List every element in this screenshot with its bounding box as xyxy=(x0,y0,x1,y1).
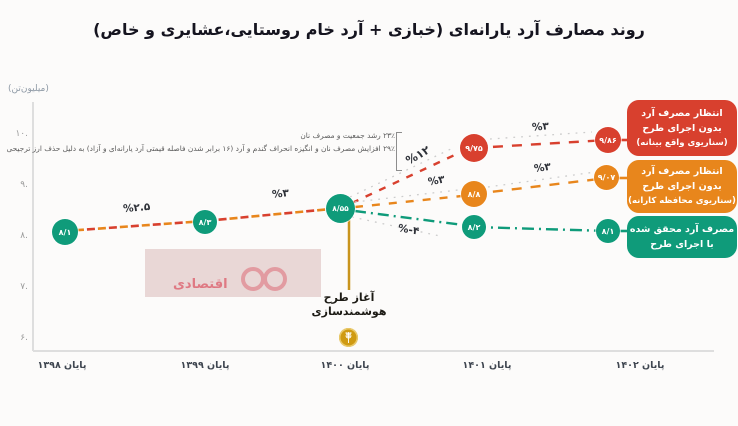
axis-lines xyxy=(32,102,714,352)
legend-box-conservative: انتظار مصرف آرد بدون اجرای طرح (سناریوی … xyxy=(627,160,737,213)
data-point-1398: ۸/۱ xyxy=(52,219,78,245)
legend-conservative-line-3: (سناریوی محافظه کارانه) xyxy=(628,196,736,206)
data-point-1402-achieved: ۸/۱ xyxy=(596,219,620,243)
event-label-line-2: هوشمندسازی xyxy=(311,305,387,318)
legend-realistic-line-1: انتظار مصرف آرد xyxy=(641,107,723,119)
growth-label-98-99: %۲.۵ xyxy=(122,200,151,216)
y-axis-unit-label: (میلیون‌تن) xyxy=(8,84,49,94)
x-tick-1400: پایان ۱۴۰۰ xyxy=(320,360,370,371)
watermark: اقتصادی xyxy=(145,249,321,297)
page-title: روند مصارف آرد یارانه‌ای (خبازی + آرد خا… xyxy=(93,20,645,39)
data-point-1399: ۸/۳ xyxy=(193,210,217,234)
legend-conservative-line-1: انتظار مصرف آرد xyxy=(641,166,723,177)
data-point-1402-realistic: ۹/۸۶ xyxy=(595,127,621,153)
forecast-lines xyxy=(473,131,609,233)
legend-realistic-line-3: (سناریوی واقع بینانه) xyxy=(636,137,728,148)
watermark-logo-icon xyxy=(241,267,287,291)
x-tick-1401: پایان ۱۴۰۱ xyxy=(462,360,512,371)
growth-label-01-02-red: %۳ xyxy=(531,120,550,134)
x-tick-1399: پایان ۱۳۹۹ xyxy=(180,360,230,371)
legend-achieved-line-2: با اجرای طرح xyxy=(650,239,714,250)
y-tick-6: ۶. xyxy=(20,333,28,343)
annotation-line-2: ۲۹٪ افزایش مصرف نان و انگیزه انحراف گندم… xyxy=(6,144,395,153)
x-tick-1398: پایان ۱۳۹۸ xyxy=(37,360,87,371)
wheat-coin-icon xyxy=(339,328,358,347)
data-point-1400: ۸/۵۵ xyxy=(326,194,355,223)
branch-lines xyxy=(349,146,464,237)
annotation-line-1: ۲۳٪ رشد جمعیت و مصرف نان xyxy=(300,131,395,140)
growth-label-99-00: %۳ xyxy=(271,187,290,201)
event-label-line-1: آغاز طرح xyxy=(323,291,375,304)
y-tick-8: ۸. xyxy=(20,231,28,241)
y-tick-10: ۱۰. xyxy=(15,129,28,139)
y-tick-7: ۷. xyxy=(20,282,28,292)
legend-conservative-line-2: بدون اجرای طرح xyxy=(642,181,722,192)
data-point-1401-conservative: ۸/۸ xyxy=(461,181,487,207)
history-line xyxy=(64,206,342,233)
data-point-1402-conservative: ۹/۰۷ xyxy=(594,165,619,190)
annotation-bracket xyxy=(396,132,402,171)
x-tick-1402: پایان ۱۴۰۲ xyxy=(615,360,665,371)
wheat-icon xyxy=(345,332,352,343)
data-point-1401-realistic: ۹/۷۵ xyxy=(460,134,488,162)
data-point-1401-achieved: ۸/۲ xyxy=(462,215,486,239)
legend-realistic-line-2: بدون اجرای طرح xyxy=(642,122,722,134)
legend-achieved-line-1: مصرف آرد محقق شده xyxy=(629,224,735,235)
legend-box-realistic: انتظار مصرف آرد بدون اجرای طرح (سناریوی … xyxy=(627,100,737,156)
legend-box-achieved: مصرف آرد محقق شده با اجرای طرح xyxy=(627,216,737,258)
growth-label-01-02-orange: %۳ xyxy=(533,160,552,176)
watermark-text: اقتصادی xyxy=(173,277,228,292)
y-tick-9: ۹. xyxy=(20,180,28,190)
